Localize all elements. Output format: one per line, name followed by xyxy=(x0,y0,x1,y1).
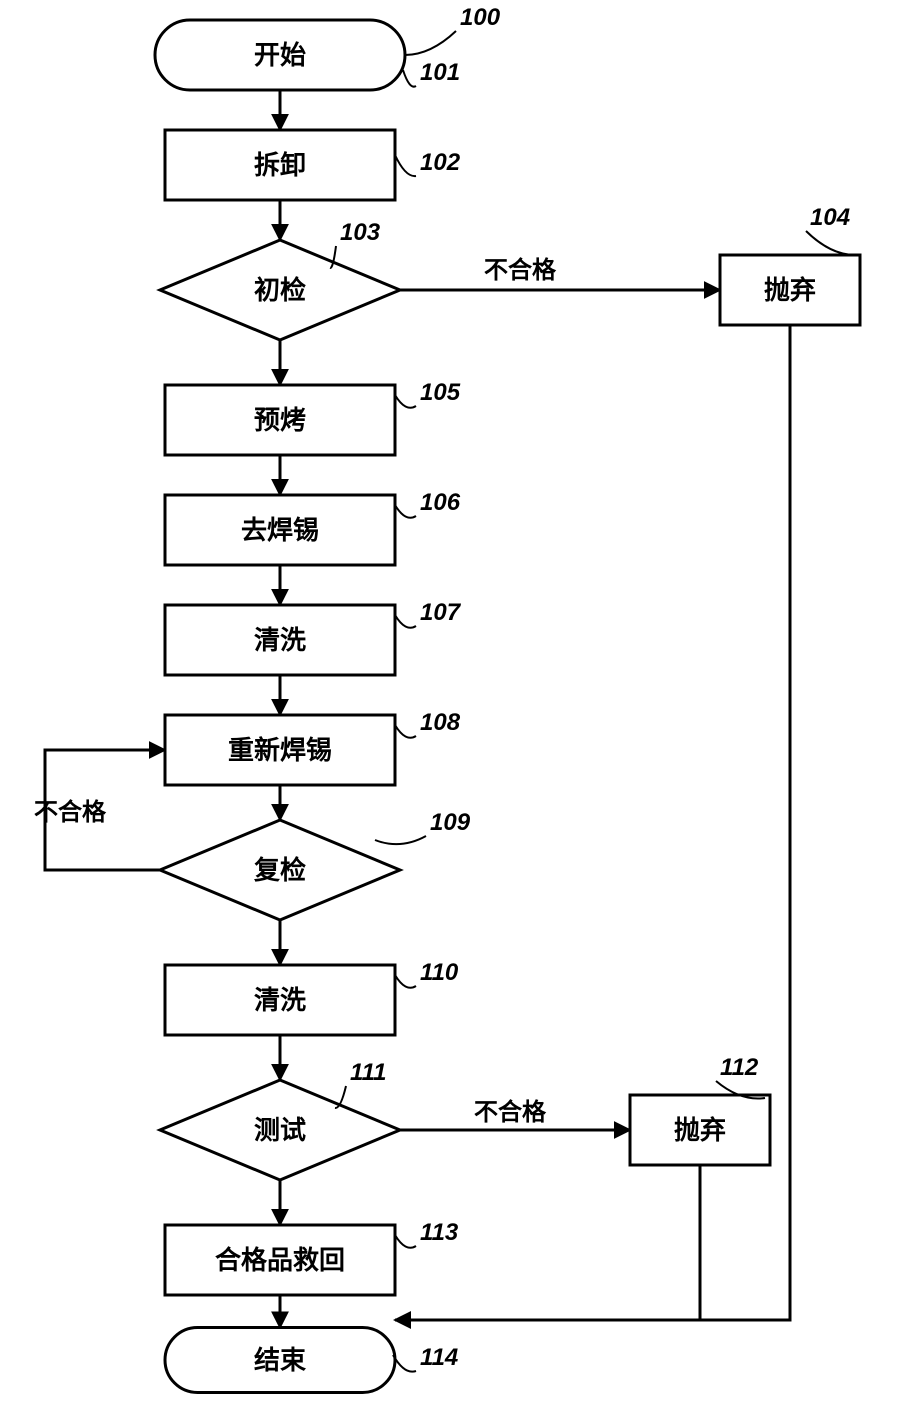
ref-leader xyxy=(395,505,416,518)
ref-label-n102: 102 xyxy=(420,149,461,176)
node-label-n114: 结束 xyxy=(254,1345,307,1375)
ref-leader xyxy=(395,975,416,988)
edge-label: 不合格 xyxy=(34,798,107,826)
node-label-n101: 开始 xyxy=(254,40,306,70)
node-label-n112: 抛弃 xyxy=(674,1115,726,1145)
ref-leader xyxy=(403,70,416,87)
node-label-n111: 测试 xyxy=(254,1115,306,1145)
ref-leader xyxy=(806,231,855,255)
ref-label-n112: 112 xyxy=(720,1054,759,1081)
node-label-n107: 清洗 xyxy=(254,625,306,655)
ref-label-n105: 105 xyxy=(420,379,461,406)
ref-label-n104: 104 xyxy=(810,204,850,231)
flowchart: 不合格不合格不合格开始拆卸初检抛弃预烤去焊锡清洗重新焊锡复检清洗测试抛弃合格品救… xyxy=(0,0,922,1417)
ref-label-n101: 101 xyxy=(420,59,460,86)
node-label-n103: 初检 xyxy=(254,275,306,305)
ref-leader xyxy=(395,725,416,738)
ref-label-n107: 107 xyxy=(420,599,462,626)
ref-leader xyxy=(375,836,426,844)
node-label-n113: 合格品救回 xyxy=(215,1245,345,1275)
ref-label-ref100: 100 xyxy=(460,4,501,31)
ref-label-n109: 109 xyxy=(430,809,471,836)
ref-leader xyxy=(395,395,416,408)
ref-label-n103: 103 xyxy=(340,219,381,246)
node-label-n108: 重新焊锡 xyxy=(228,735,332,765)
node-label-n104: 抛弃 xyxy=(764,275,816,305)
edge-label: 不合格 xyxy=(484,256,557,284)
node-label-n110: 清洗 xyxy=(254,985,306,1015)
node-label-n102: 拆卸 xyxy=(254,150,306,180)
node-label-n105: 预烤 xyxy=(254,405,306,435)
ref-leader xyxy=(395,1235,416,1248)
ref-leader xyxy=(405,31,456,55)
ref-label-n106: 106 xyxy=(420,489,461,516)
node-label-n109: 复检 xyxy=(254,855,306,885)
ref-label-n108: 108 xyxy=(420,709,461,736)
ref-label-n111: 111 xyxy=(350,1059,386,1086)
ref-label-n110: 110 xyxy=(420,959,459,986)
edge-label: 不合格 xyxy=(474,1098,547,1126)
ref-label-n114: 114 xyxy=(420,1344,458,1371)
node-label-n106: 去焊锡 xyxy=(241,515,319,545)
ref-leader xyxy=(393,1355,416,1372)
ref-leader xyxy=(395,615,416,628)
ref-label-n113: 113 xyxy=(420,1219,459,1246)
ref-leader xyxy=(395,155,416,176)
